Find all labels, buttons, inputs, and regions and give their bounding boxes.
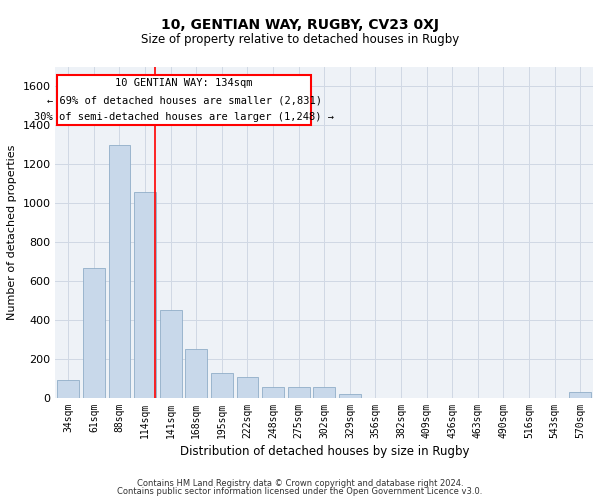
Bar (339, 394, 361, 398)
Text: 10 GENTIAN WAY: 134sqm: 10 GENTIAN WAY: 134sqm (115, 78, 253, 88)
Bar (313, 388, 335, 398)
Bar (262, 388, 284, 398)
FancyBboxPatch shape (57, 74, 311, 126)
Text: 10, GENTIAN WAY, RUGBY, CV23 0XJ: 10, GENTIAN WAY, RUGBY, CV23 0XJ (161, 18, 439, 32)
Bar (288, 388, 310, 398)
Text: Size of property relative to detached houses in Rugby: Size of property relative to detached ho… (141, 32, 459, 46)
Y-axis label: Number of detached properties: Number of detached properties (7, 145, 17, 320)
Bar (569, 392, 591, 398)
Text: 30% of semi-detached houses are larger (1,248) →: 30% of semi-detached houses are larger (… (34, 112, 334, 122)
X-axis label: Distribution of detached houses by size in Rugby: Distribution of detached houses by size … (179, 445, 469, 458)
Bar (211, 372, 233, 398)
Bar (160, 310, 182, 398)
Bar (109, 145, 130, 398)
Bar (236, 376, 259, 398)
Text: Contains public sector information licensed under the Open Government Licence v3: Contains public sector information licen… (118, 487, 482, 496)
Bar (58, 380, 79, 398)
Bar (185, 350, 207, 398)
Text: ← 69% of detached houses are smaller (2,831): ← 69% of detached houses are smaller (2,… (47, 95, 322, 105)
Bar (134, 192, 156, 398)
Bar (83, 268, 105, 398)
Text: Contains HM Land Registry data © Crown copyright and database right 2024.: Contains HM Land Registry data © Crown c… (137, 478, 463, 488)
